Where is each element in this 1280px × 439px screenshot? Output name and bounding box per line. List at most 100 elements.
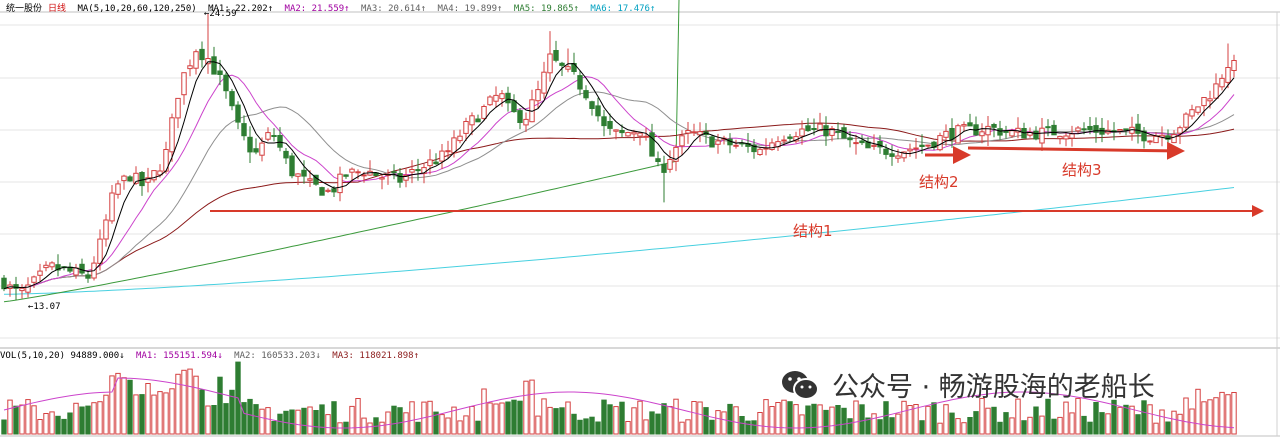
- volume-bar: [1183, 397, 1189, 435]
- volume-bar: [703, 407, 709, 435]
- candle-body: [613, 129, 619, 132]
- candle-body: [1195, 106, 1201, 113]
- vol-ma3-value: MA3: 118021.898↑: [332, 351, 419, 361]
- candle-body: [427, 159, 433, 167]
- volume-bar: [271, 421, 277, 435]
- volume-bar: [349, 405, 355, 435]
- candle-body: [205, 58, 211, 65]
- volume-bar: [559, 407, 565, 435]
- candle-body: [439, 150, 445, 162]
- volume-bar: [91, 402, 97, 435]
- candle-body: [493, 94, 499, 102]
- volume-bar: [661, 403, 667, 435]
- candle-body: [397, 173, 403, 183]
- volume-bar: [721, 411, 727, 435]
- volume-bar: [1225, 394, 1231, 435]
- volume-bar: [1129, 405, 1135, 435]
- candle-body: [619, 130, 625, 134]
- volume-bar: [205, 405, 211, 435]
- volume-bar: [37, 419, 43, 435]
- candle-body: [133, 172, 139, 184]
- candle-body: [1165, 135, 1171, 140]
- volume-bar: [79, 406, 85, 435]
- volume-bar: [295, 409, 301, 435]
- stock-title: 统一股份: [6, 4, 43, 14]
- volume-bar: [385, 411, 391, 435]
- candle-body: [415, 169, 421, 172]
- volume-bar: [1003, 412, 1009, 435]
- volume-bar: [961, 422, 967, 435]
- volume-bar: [175, 373, 181, 435]
- candle-body: [1225, 67, 1231, 83]
- volume-bar: [739, 416, 745, 435]
- candle-body: [103, 219, 109, 240]
- candle-body: [55, 264, 61, 271]
- volume-bar: [229, 389, 235, 435]
- volume-bar: [253, 404, 259, 435]
- volume-bar: [547, 406, 553, 435]
- candle-body: [157, 170, 163, 176]
- candle-body: [949, 128, 955, 140]
- volume-bar: [571, 413, 577, 435]
- candle-body: [43, 264, 49, 269]
- volume-bar: [499, 402, 505, 435]
- candle-body: [115, 183, 121, 195]
- volume-bar: [505, 401, 511, 435]
- candle-body: [379, 177, 385, 180]
- volume-bar: [589, 416, 595, 435]
- ma3-value: MA3: 20.614↑: [361, 4, 427, 14]
- candle-body: [463, 121, 469, 134]
- volume-bar: [325, 414, 331, 435]
- volume-bar: [1087, 421, 1093, 435]
- volume-bar: [907, 405, 913, 435]
- candle-body: [913, 147, 919, 150]
- ma3-line: [3, 91, 1235, 290]
- candle-body: [859, 140, 865, 144]
- volume-bar: [55, 415, 61, 435]
- volume-bar: [967, 417, 973, 435]
- volume-bar: [991, 406, 997, 435]
- volume-bar: [1015, 398, 1021, 435]
- volume-bar: [247, 398, 253, 435]
- candle-body: [271, 135, 277, 137]
- volume-bar: [133, 394, 139, 435]
- candle-body: [907, 148, 913, 152]
- candle-body: [223, 74, 229, 92]
- candle-body: [499, 93, 505, 100]
- candle-body: [343, 174, 349, 177]
- candle-body: [667, 159, 673, 170]
- candle-body: [1231, 60, 1237, 71]
- volume-bar: [625, 421, 631, 435]
- volume-bar: [1153, 422, 1159, 435]
- candle-body: [505, 92, 511, 104]
- volume-bar: [817, 404, 823, 435]
- candle-body: [307, 178, 313, 181]
- volume-bar: [463, 415, 469, 435]
- volume-bar: [673, 398, 679, 435]
- volume-bar: [1039, 415, 1045, 435]
- candle-body: [1141, 130, 1147, 142]
- candle-body: [277, 135, 283, 148]
- volume-bar: [409, 401, 415, 435]
- volume-bar: [1201, 401, 1207, 435]
- volume-bar: [13, 405, 19, 435]
- volume-bar: [931, 402, 937, 435]
- structure3-arrow: [967, 141, 1185, 160]
- volume-bar: [847, 418, 853, 435]
- candle-body: [361, 174, 367, 177]
- candle-body: [241, 123, 247, 137]
- candle-body: [1033, 130, 1039, 140]
- candle-body: [673, 146, 679, 162]
- volume-bar: [1123, 404, 1129, 435]
- volume-bar: [925, 405, 931, 435]
- volume-bar: [139, 394, 145, 435]
- ma6-value: MA6: 17.476↑: [590, 4, 656, 14]
- candle-body: [73, 267, 79, 276]
- candle-body: [487, 96, 493, 106]
- candle-body: [451, 137, 457, 154]
- ma2-line: [3, 74, 1235, 290]
- volume-bar: [601, 399, 607, 435]
- candle-body: [697, 131, 703, 136]
- volume-bar: [157, 391, 163, 435]
- volume-bar: [469, 406, 475, 435]
